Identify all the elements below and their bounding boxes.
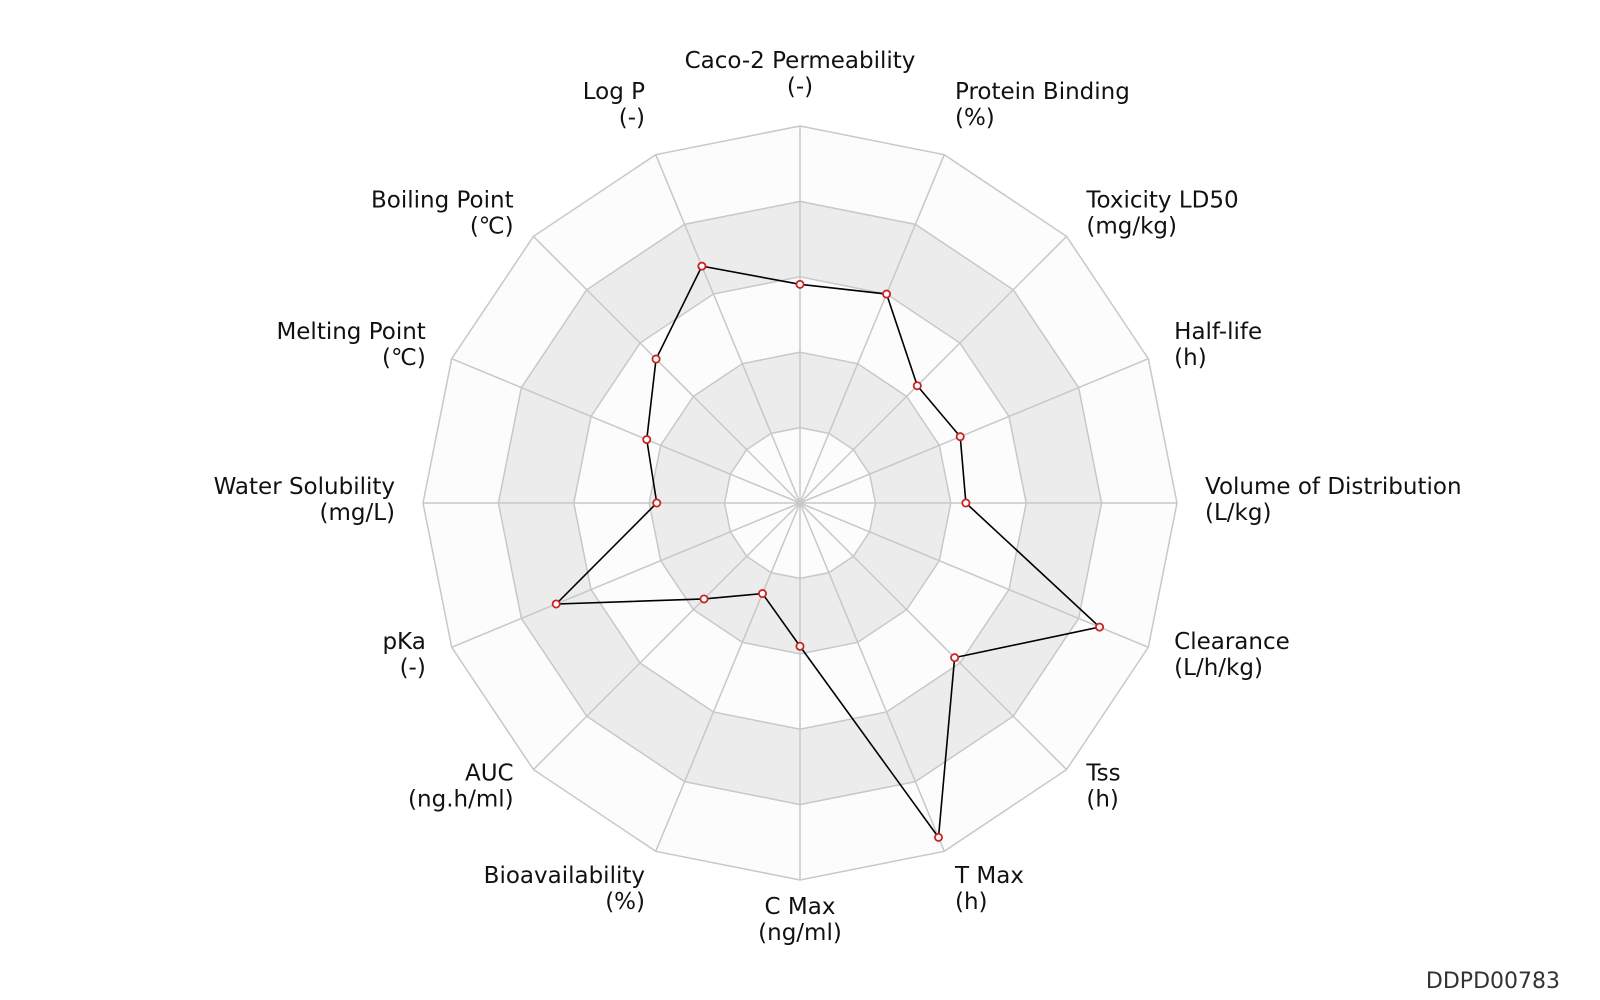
data-point-14	[651, 354, 661, 364]
axis-label-name: C Max	[765, 894, 836, 920]
axis-label-name: pKa	[382, 629, 425, 655]
axis-spokes	[423, 126, 1177, 880]
axis-label-unit: (h)	[955, 889, 988, 915]
axis-label-unit: (%)	[955, 105, 995, 131]
axis-label: AUC (ng.h/ml)	[408, 760, 514, 812]
axis-label: Log P (-)	[583, 79, 645, 131]
axis-spoke	[799, 502, 945, 852]
axis-label: Boiling Point (℃)	[371, 188, 514, 240]
data-point-3	[955, 432, 965, 442]
axis-label: Bioavailability (%)	[484, 863, 645, 915]
data-point-7	[934, 832, 944, 842]
axis-label: Tss (h)	[1085, 760, 1120, 812]
axis-label-name: Caco-2 Permeability	[685, 48, 916, 74]
axis-label-name: T Max	[954, 863, 1024, 889]
data-point-6	[950, 653, 960, 663]
axis-label-unit: (%)	[605, 889, 645, 915]
axis-label-unit: (-)	[619, 105, 645, 131]
axis-spoke	[799, 235, 1068, 504]
axis-label-unit: (L/h/kg)	[1174, 655, 1263, 681]
data-point-4	[961, 498, 971, 508]
axis-spoke	[655, 502, 801, 852]
axis-spoke	[799, 358, 1149, 504]
axis-label-name: AUC	[465, 760, 514, 786]
axis-label: Volume of Distribution (L/kg)	[1205, 474, 1462, 526]
axis-label-name: Tss	[1085, 760, 1120, 786]
axis-label: T Max (h)	[954, 863, 1024, 915]
axis-label-unit: (℃)	[382, 345, 426, 371]
data-point-2	[912, 381, 922, 391]
axis-spoke	[451, 358, 801, 504]
axis-label-unit: (mg/kg)	[1086, 214, 1177, 240]
axis-label: pKa (-)	[382, 629, 425, 681]
data-point-15	[697, 261, 707, 271]
axis-label-name: Boiling Point	[371, 188, 514, 214]
data-point-10	[699, 594, 709, 604]
axis-label-unit: (-)	[787, 74, 813, 100]
data-point-11	[551, 599, 561, 609]
axis-labels: Caco-2 Permeability (-) Protein Binding (%)…	[214, 48, 1462, 946]
data-point-0	[795, 279, 805, 289]
axis-label: Protein Binding (%)	[955, 79, 1130, 131]
axis-label-name: Toxicity LD50	[1085, 188, 1238, 214]
axis-spoke	[532, 235, 801, 504]
axis-label-name: Water Solubility	[214, 474, 395, 500]
watermark-id: DDPD00783	[1425, 969, 1560, 994]
axis-label-unit: (ng.h/ml)	[408, 786, 514, 812]
axis-spoke	[799, 502, 1068, 771]
axis-label-name: Clearance	[1174, 629, 1290, 655]
data-point-8	[795, 641, 805, 651]
axis-label: Water Solubility (mg/L)	[214, 474, 395, 526]
axis-label: Toxicity LD50 (mg/kg)	[1085, 188, 1238, 240]
axis-label-unit: (ng/ml)	[758, 920, 842, 946]
data-point-5	[1095, 622, 1105, 632]
axis-label: Clearance (L/h/kg)	[1174, 629, 1290, 681]
axis-label: Caco-2 Permeability (-)	[685, 48, 916, 100]
axis-spoke	[655, 154, 801, 504]
axis-label: Melting Point (℃)	[276, 319, 425, 371]
axis-label: C Max (ng/ml)	[758, 894, 842, 946]
axis-label-unit: (mg/L)	[319, 500, 395, 526]
axis-label-name: Half-life	[1174, 319, 1262, 345]
axis-label-name: Log P	[583, 79, 645, 105]
axis-label-name: Volume of Distribution	[1205, 474, 1462, 500]
axis-spoke	[451, 502, 801, 648]
axis-spoke	[799, 154, 945, 504]
axis-label-unit: (℃)	[470, 214, 514, 240]
axis-label-name: Protein Binding	[955, 79, 1130, 105]
data-point-12	[652, 498, 662, 508]
axis-spoke	[799, 502, 1149, 648]
data-point-1	[882, 289, 892, 299]
axis-label-name: Melting Point	[276, 319, 425, 345]
axis-label-unit: (h)	[1086, 786, 1119, 812]
axis-spoke	[532, 502, 801, 771]
axis-label-unit: (L/kg)	[1205, 500, 1271, 526]
data-point-13	[642, 435, 652, 445]
data-point-9	[757, 589, 767, 599]
series-layer	[551, 261, 1105, 842]
axis-label-name: Bioavailability	[484, 863, 645, 889]
axis-label: Half-life (h)	[1174, 319, 1262, 371]
axis-label-unit: (h)	[1174, 345, 1207, 371]
axis-label-unit: (-)	[400, 655, 426, 681]
